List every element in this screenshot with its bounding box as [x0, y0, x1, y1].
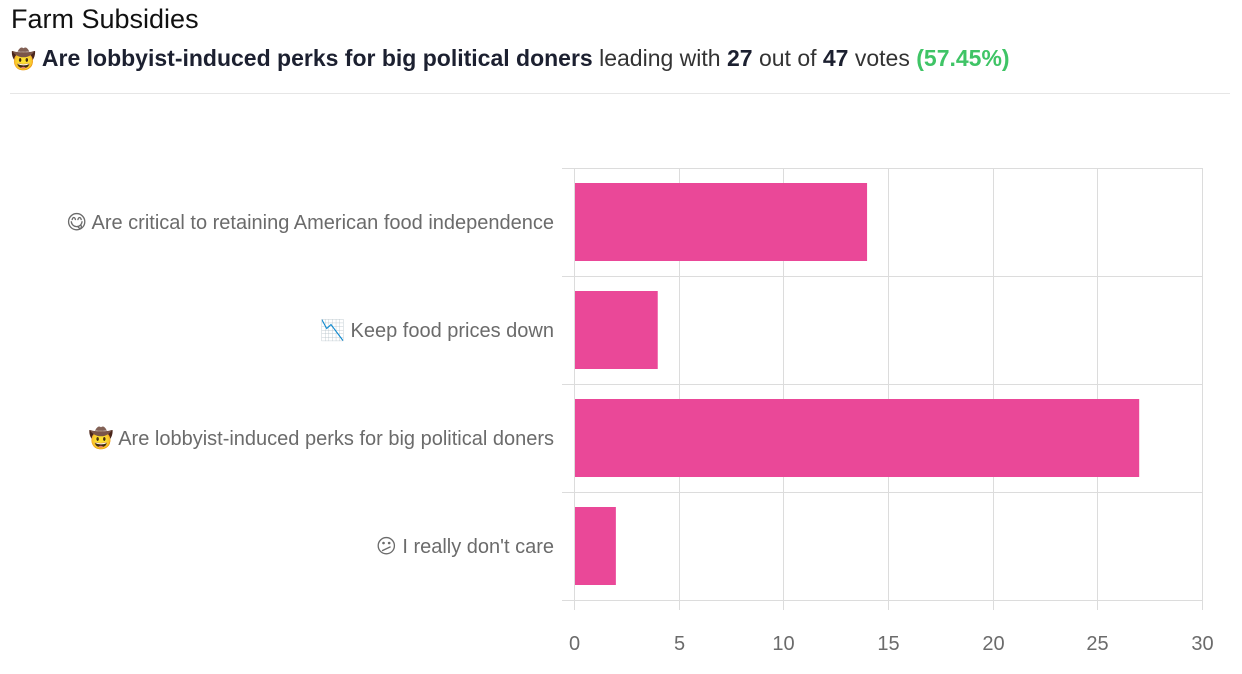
leader-vote-count: 27 — [726, 45, 753, 71]
header-divider — [10, 93, 1230, 94]
bar — [575, 399, 1140, 477]
category-label: 😋 Are critical to retaining American foo… — [66, 212, 554, 234]
leader-percentage: (57.45%) — [916, 45, 1010, 71]
x-tick-label: 30 — [1191, 633, 1213, 655]
x-tick-label: 20 — [982, 633, 1004, 655]
bar — [575, 183, 868, 261]
votes-text: votes — [854, 45, 910, 71]
total-vote-count: 47 — [822, 45, 849, 71]
x-tick-label: 0 — [569, 633, 580, 655]
category-label: 🤠 Are lobbyist-induced perks for big pol… — [89, 426, 554, 450]
x-tick-label: 5 — [674, 633, 685, 655]
category-label: 📉 Keep food prices down — [320, 318, 554, 342]
page-title: Farm Subsidies — [11, 4, 199, 34]
bar — [575, 507, 616, 585]
leading-with-text: leading with — [599, 45, 721, 71]
x-tick-label: 15 — [877, 633, 899, 655]
leading-option-label: Are lobbyist-induced perks for big polit… — [41, 45, 593, 71]
category-label: 😕 I really don't care — [376, 536, 554, 558]
x-tick-label: 10 — [772, 633, 794, 655]
poll-summary: 🤠 Are lobbyist-induced perks for big poli… — [11, 45, 1010, 72]
bar — [575, 291, 658, 369]
x-tick-label: 25 — [1086, 633, 1108, 655]
cowboy-emoji-icon: 🤠 — [11, 47, 36, 71]
out-of-text: out of — [758, 45, 817, 71]
